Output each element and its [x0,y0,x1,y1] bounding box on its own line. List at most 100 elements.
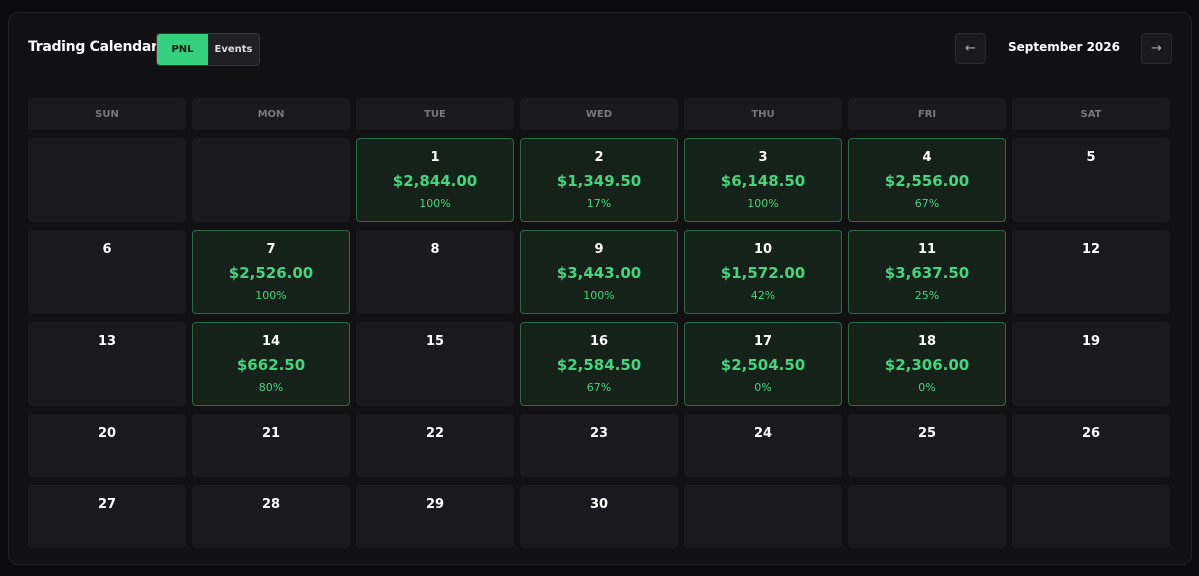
day-number: 8 [430,242,440,257]
day-number: 17 [753,334,773,349]
day-cell: 14 $662.50 80% [192,322,350,406]
weekday-header: FRI [848,98,1006,130]
day-cell: 3 $6,148.50 100% [684,138,842,222]
day-number: 26 [1081,426,1101,441]
pnl-value: $3,443.00 [556,264,642,282]
day-number: 19 [1081,334,1101,349]
day-cell: 17 $2,504.50 0% [684,322,842,406]
win-rate: 67% [586,381,612,394]
day-cell: 20 [28,414,186,477]
calendar-grid: SUN MON TUE WED THU FRI SAT 1 $2,844.00 100% 2 $1,3… [28,98,1170,548]
day-number: 20 [97,426,117,441]
day-number: 15 [425,334,445,349]
day-number: 10 [753,242,773,257]
pnl-value: $2,306.00 [884,356,970,374]
pnl-value: $2,844.00 [392,172,478,190]
empty-cell [848,485,1006,548]
day-cell: 30 [520,485,678,548]
day-cell: 4 $2,556.00 67% [848,138,1006,222]
day-cell: 18 $2,306.00 0% [848,322,1006,406]
win-rate: 100% [747,197,779,210]
weekday-header: SAT [1012,98,1170,130]
day-number: 2 [594,150,604,165]
day-number: 5 [1086,150,1096,165]
win-rate: 100% [255,289,287,302]
month-label: September 2026 [1008,40,1120,54]
day-number: 28 [261,497,281,512]
tab-events[interactable]: Events [208,34,259,65]
pnl-value: $1,572.00 [720,264,806,282]
win-rate: 67% [914,197,940,210]
title: Trading Calendar [28,39,158,55]
day-cell: 8 [356,230,514,314]
weekday-header: TUE [356,98,514,130]
day-cell: 23 [520,414,678,477]
day-cell: 1 $2,844.00 100% [356,138,514,222]
weekday-header: SUN [28,98,186,130]
day-cell: 7 $2,526.00 100% [192,230,350,314]
win-rate: 80% [258,381,284,394]
win-rate: 42% [750,289,776,302]
day-number: 22 [425,426,445,441]
day-cell: 6 [28,230,186,314]
day-number: 27 [97,497,117,512]
pnl-value: $662.50 [236,356,306,374]
empty-cell [28,138,186,222]
day-number: 9 [594,242,604,257]
empty-cell [1012,485,1170,548]
day-number: 3 [758,150,768,165]
win-rate: 100% [583,289,615,302]
win-rate: 25% [914,289,940,302]
calendar-panel: Trading Calendar PNL Events ← September … [8,12,1192,565]
win-rate: 0% [918,381,936,394]
pnl-value: $6,148.50 [720,172,806,190]
day-cell: 21 [192,414,350,477]
win-rate: 100% [419,197,451,210]
day-number: 24 [753,426,773,441]
day-cell: 29 [356,485,514,548]
empty-cell [192,138,350,222]
day-number: 18 [917,334,937,349]
day-number: 14 [261,334,281,349]
day-cell: 12 [1012,230,1170,314]
day-number: 30 [589,497,609,512]
day-cell: 27 [28,485,186,548]
day-number: 6 [102,242,112,257]
day-number: 21 [261,426,281,441]
tab-pnl[interactable]: PNL [157,34,208,65]
day-number: 29 [425,497,445,512]
day-cell: 11 $3,637.50 25% [848,230,1006,314]
pnl-value: $1,349.50 [556,172,642,190]
day-number: 7 [266,242,276,257]
day-cell: 28 [192,485,350,548]
day-number: 12 [1081,242,1101,257]
day-number: 16 [589,334,609,349]
tab-group: PNL Events [156,33,260,66]
next-button[interactable]: → [1141,33,1172,64]
day-cell: 9 $3,443.00 100% [520,230,678,314]
pnl-value: $2,584.50 [556,356,642,374]
day-cell: 10 $1,572.00 42% [684,230,842,314]
day-cell: 25 [848,414,1006,477]
day-cell: 16 $2,584.50 67% [520,322,678,406]
pnl-value: $2,504.50 [720,356,806,374]
weekday-header: MON [192,98,350,130]
day-number: 1 [430,150,440,165]
pnl-value: $2,526.00 [228,264,314,282]
day-cell: 5 [1012,138,1170,222]
day-number: 4 [922,150,932,165]
day-cell: 13 [28,322,186,406]
day-cell: 19 [1012,322,1170,406]
pnl-value: $3,637.50 [884,264,970,282]
day-cell: 15 [356,322,514,406]
day-number: 11 [917,242,937,257]
pnl-value: $2,556.00 [884,172,970,190]
empty-cell [684,485,842,548]
day-number: 13 [97,334,117,349]
win-rate: 17% [586,197,612,210]
day-cell: 26 [1012,414,1170,477]
win-rate: 0% [754,381,772,394]
prev-button[interactable]: ← [955,33,986,64]
day-number: 23 [589,426,609,441]
